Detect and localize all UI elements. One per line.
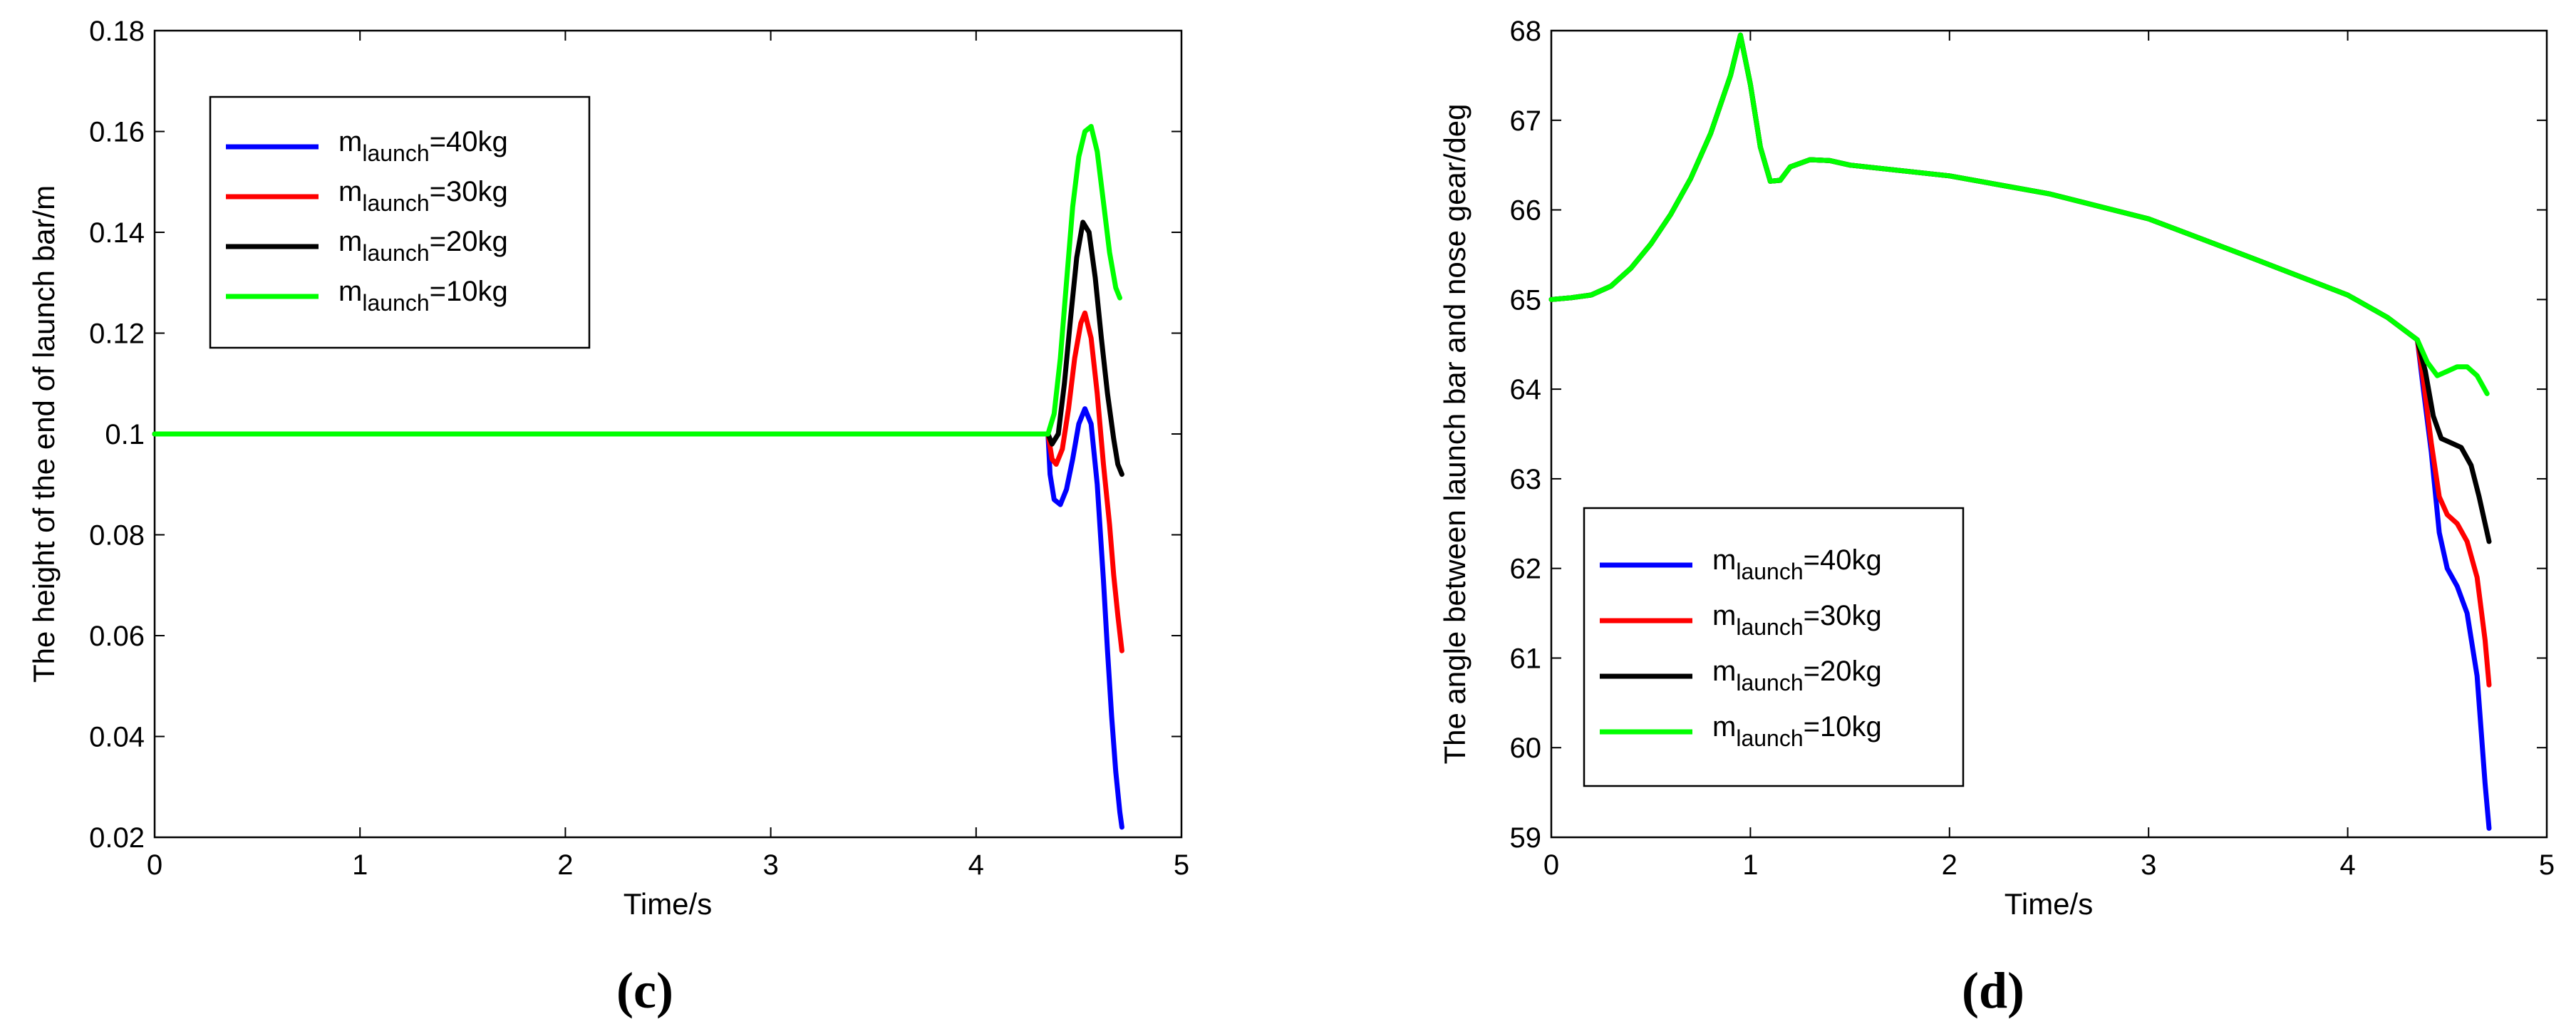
y-tick-label: 64: [1510, 374, 1542, 405]
y-tick-label: 62: [1510, 554, 1542, 585]
y-tick-label: 65: [1510, 284, 1542, 316]
x-tick-label: 4: [2339, 849, 2355, 881]
series-line-20kg: [152, 219, 1124, 477]
legend-entry: mlaunch=10kg: [338, 276, 508, 316]
legend-items: mlaunch=40kg mlaunch=30kg mlaunch=20kg mlau…: [1600, 544, 1882, 751]
x-tick-label: 0: [147, 849, 162, 881]
y-tick-label: 0.02: [89, 822, 145, 854]
series-line-10kg: [152, 123, 1122, 437]
x-axis-label: Time/s: [624, 887, 712, 921]
legend-box: [209, 95, 591, 349]
y-axis-label: The angle between launch bar and nose ge…: [1438, 103, 1471, 764]
legend-entry: mlaunch=20kg: [1712, 656, 1882, 695]
y-tick-label: 59: [1510, 822, 1542, 854]
legend-entry: mlaunch=20kg: [338, 226, 508, 266]
legend-entry: mlaunch=40kg: [1712, 544, 1882, 584]
panel-label: (c): [616, 962, 673, 1019]
y-tick-label: 0.12: [89, 319, 145, 350]
x-tick-label: 1: [1742, 849, 1758, 881]
y-tick-label: 0.14: [89, 217, 145, 249]
x-tick-label: 3: [762, 849, 778, 881]
legend: mlaunch=40kg mlaunch=30kg mlaunch=20kg mlau…: [1583, 507, 1965, 787]
legend-items: mlaunch=40kg mlaunch=30kg mlaunch=20kg mlau…: [226, 126, 508, 316]
y-tick-label: 0.1: [105, 419, 145, 450]
x-tick-labels: 0 1 2 3 4 5: [147, 849, 1189, 881]
x-axis-label: Time/s: [2005, 887, 2093, 921]
x-tick-label: 5: [1174, 849, 1189, 881]
legend-entry: mlaunch=30kg: [1712, 600, 1882, 640]
panel-label: (d): [1962, 962, 2024, 1019]
legend-box: [1583, 507, 1965, 787]
x-tick-label: 2: [557, 849, 573, 881]
y-tick-labels: 0.02 0.04 0.06 0.08 0.1 0.12 0.14 0.16 0.18: [89, 16, 145, 854]
y-tick-label: 60: [1510, 733, 1542, 764]
y-tick-label: 66: [1510, 195, 1542, 227]
y-tick-label: 0.18: [89, 16, 145, 47]
x-tick-labels: 0 1 2 3 4 5: [1543, 849, 2555, 881]
series-lines: [152, 123, 1124, 830]
legend-entry: mlaunch=30kg: [338, 176, 508, 216]
y-tick-label: 61: [1510, 643, 1542, 674]
series-lines: [1548, 32, 2492, 831]
legend-entry: mlaunch=10kg: [1712, 711, 1882, 751]
y-tick-label: 0.16: [89, 117, 145, 148]
y-tick-labels: 59 60 61 62 63 64 65 66 67 68: [1510, 16, 1542, 854]
series-line-10kg: [1548, 32, 2490, 396]
y-tick-label: 0.04: [89, 722, 145, 753]
x-tick-label: 1: [352, 849, 368, 881]
y-tick-label: 63: [1510, 464, 1542, 495]
legend-entry: mlaunch=40kg: [338, 126, 508, 166]
y-tick-label: 68: [1510, 16, 1542, 47]
x-tick-label: 5: [2539, 849, 2555, 881]
series-line-40kg: [152, 406, 1124, 830]
y-tick-label: 67: [1510, 105, 1542, 137]
series-line-30kg: [152, 310, 1124, 653]
legend: mlaunch=40kg mlaunch=30kg mlaunch=20kg mlau…: [209, 95, 591, 349]
y-axis-label: The height of the end of launch bar/m: [27, 185, 61, 683]
y-tick-label: 0.06: [89, 621, 145, 652]
chart-panel-d: 0 1 2 3 4 5 59 60 61 62 63 64 65 66 67 68 Time/s The a…: [1438, 16, 2555, 1019]
x-tick-label: 0: [1543, 849, 1559, 881]
tick-marks: [1551, 30, 2547, 838]
y-tick-label: 0.08: [89, 520, 145, 552]
x-tick-label: 2: [1942, 849, 1957, 881]
x-tick-label: 3: [2141, 849, 2156, 881]
x-tick-label: 4: [968, 849, 984, 881]
